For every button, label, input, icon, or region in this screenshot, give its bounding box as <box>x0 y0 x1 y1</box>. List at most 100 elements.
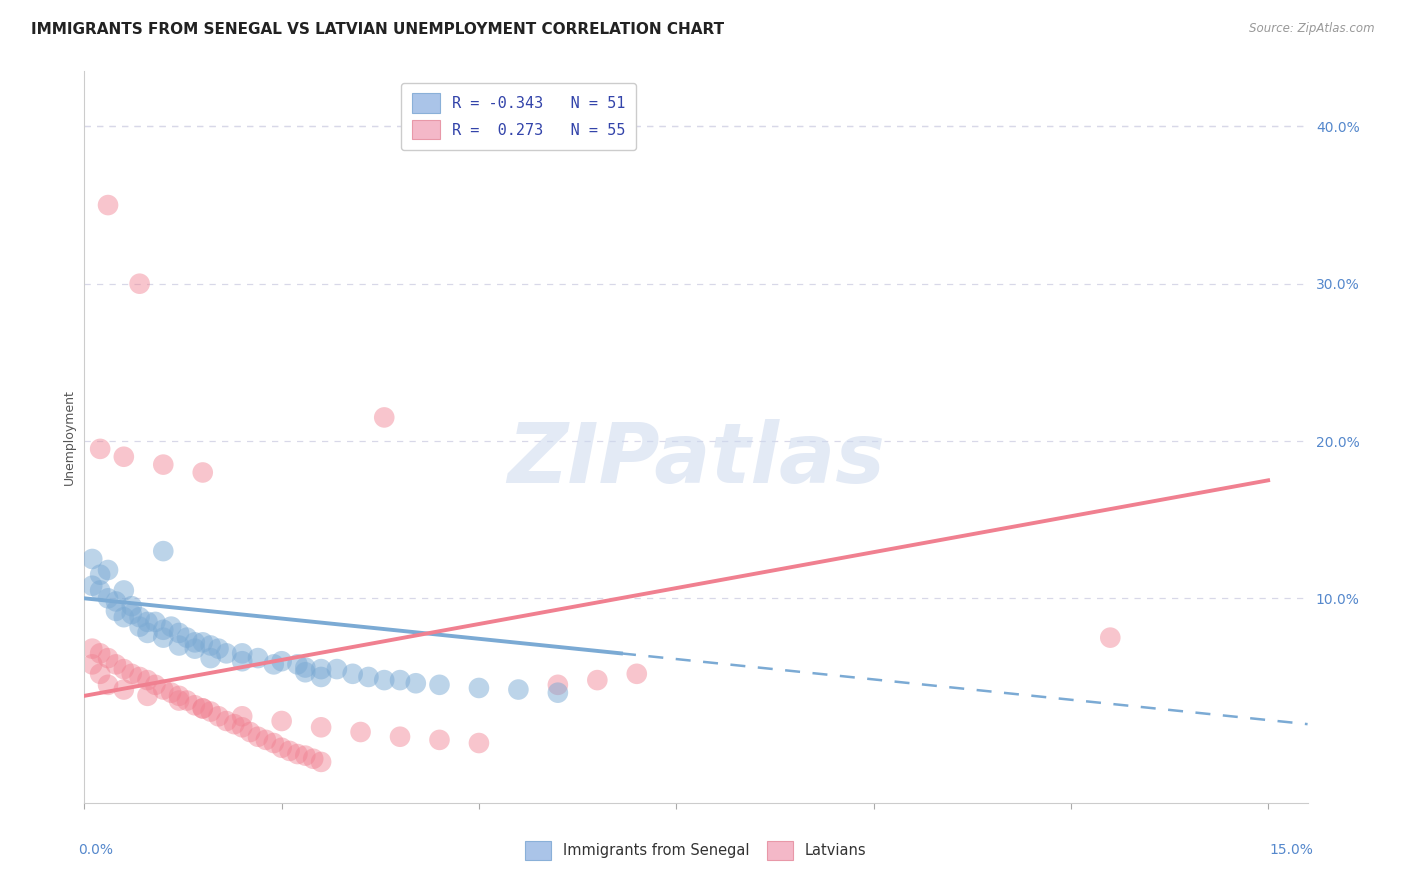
Point <box>167 689 190 703</box>
Point <box>128 670 150 684</box>
Point <box>429 678 451 692</box>
Point <box>468 736 491 750</box>
Point <box>112 583 135 598</box>
Point <box>191 701 214 715</box>
Point <box>207 641 229 656</box>
Point <box>263 736 285 750</box>
Point <box>326 662 349 676</box>
Point <box>97 198 120 212</box>
Point <box>82 552 104 566</box>
Point <box>82 579 104 593</box>
Point <box>184 641 207 656</box>
Point <box>97 563 120 577</box>
Point <box>357 670 380 684</box>
Point <box>586 673 609 687</box>
Point <box>342 666 364 681</box>
Point <box>200 639 222 653</box>
Point <box>184 698 207 713</box>
Point <box>1099 631 1122 645</box>
Point <box>167 626 190 640</box>
Point <box>128 610 150 624</box>
Point <box>287 657 309 672</box>
Point <box>302 752 325 766</box>
Point <box>136 673 159 687</box>
Point <box>309 670 332 684</box>
Point <box>104 594 127 608</box>
Text: 0.0%: 0.0% <box>79 843 114 857</box>
Point <box>136 689 159 703</box>
Point <box>97 678 120 692</box>
Point <box>89 646 111 660</box>
Point <box>191 466 214 480</box>
Point <box>200 705 222 719</box>
Point <box>231 709 253 723</box>
Point <box>246 730 269 744</box>
Point <box>191 635 214 649</box>
Point <box>254 732 277 747</box>
Point <box>167 639 190 653</box>
Point <box>263 657 285 672</box>
Point <box>405 676 427 690</box>
Point <box>278 744 301 758</box>
Point <box>136 626 159 640</box>
Point <box>349 725 371 739</box>
Point <box>200 651 222 665</box>
Point <box>270 740 292 755</box>
Point <box>309 662 332 676</box>
Point <box>176 693 198 707</box>
Point <box>160 619 183 633</box>
Point <box>294 665 316 680</box>
Point <box>121 666 143 681</box>
Point <box>112 662 135 676</box>
Point <box>145 615 167 629</box>
Point <box>309 755 332 769</box>
Point <box>309 720 332 734</box>
Point <box>231 646 253 660</box>
Point <box>136 615 159 629</box>
Point <box>207 709 229 723</box>
Legend: Immigrants from Senegal, Latvians: Immigrants from Senegal, Latvians <box>516 832 876 869</box>
Point <box>294 748 316 763</box>
Point <box>626 666 648 681</box>
Point <box>373 673 395 687</box>
Point <box>82 657 104 672</box>
Point <box>128 619 150 633</box>
Point <box>373 410 395 425</box>
Point <box>160 686 183 700</box>
Point <box>152 544 174 558</box>
Point <box>215 714 238 728</box>
Point <box>287 747 309 761</box>
Point <box>104 604 127 618</box>
Point <box>89 666 111 681</box>
Point <box>121 599 143 614</box>
Point <box>547 686 569 700</box>
Point <box>231 654 253 668</box>
Point <box>89 567 111 582</box>
Point <box>270 714 292 728</box>
Point <box>224 717 246 731</box>
Point <box>112 610 135 624</box>
Point <box>176 631 198 645</box>
Point <box>294 660 316 674</box>
Point <box>152 623 174 637</box>
Point <box>121 607 143 621</box>
Point <box>468 681 491 695</box>
Point <box>112 450 135 464</box>
Point <box>246 651 269 665</box>
Point <box>389 673 412 687</box>
Point <box>104 657 127 672</box>
Point <box>508 682 530 697</box>
Point <box>97 591 120 606</box>
Point <box>231 720 253 734</box>
Point <box>97 651 120 665</box>
Text: 15.0%: 15.0% <box>1270 843 1313 857</box>
Point <box>184 635 207 649</box>
Point <box>145 678 167 692</box>
Point <box>389 730 412 744</box>
Point <box>152 631 174 645</box>
Point <box>89 442 111 456</box>
Point <box>270 654 292 668</box>
Y-axis label: Unemployment: Unemployment <box>63 389 76 485</box>
Text: Source: ZipAtlas.com: Source: ZipAtlas.com <box>1250 22 1375 36</box>
Point <box>89 583 111 598</box>
